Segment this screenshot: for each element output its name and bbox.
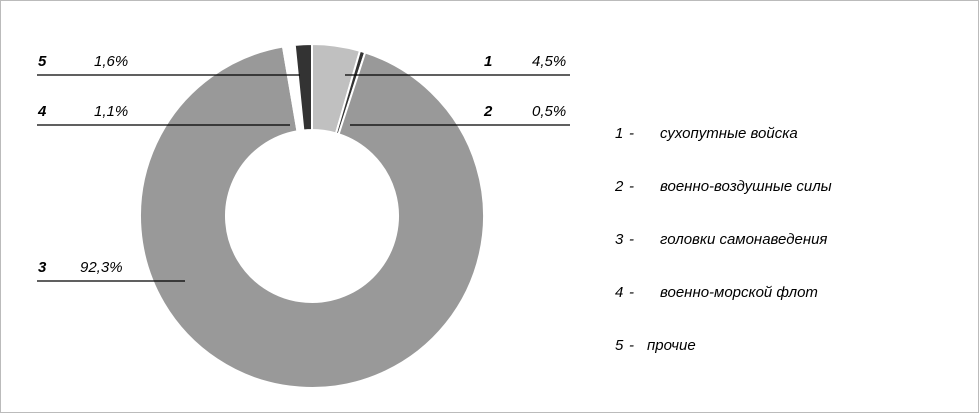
legend-label: головки самонаведения — [660, 231, 827, 248]
legend-id: 2 — [614, 178, 624, 195]
legend-id: 1 — [615, 125, 623, 142]
legend-id: 3 — [615, 231, 624, 248]
legend-separator: - — [629, 337, 634, 354]
legend-separator: - — [629, 231, 634, 248]
legend-label: сухопутные войска — [660, 125, 798, 142]
value-label: 0,5% — [532, 103, 566, 120]
slice-id: 4 — [37, 103, 47, 120]
value-label: 1,1% — [94, 103, 128, 120]
slice-id: 2 — [483, 103, 493, 120]
legend-separator: - — [629, 178, 634, 195]
slice-id: 1 — [484, 53, 492, 70]
legend-label: прочие — [647, 337, 696, 354]
legend-label: военно-морской флот — [660, 284, 818, 301]
value-label: 92,3% — [80, 259, 123, 276]
slice — [293, 42, 313, 132]
value-label: 4,5% — [532, 53, 566, 70]
value-label: 1,6% — [94, 53, 128, 70]
slice-id: 3 — [38, 259, 47, 276]
slice — [139, 45, 485, 389]
legend-id: 5 — [615, 337, 624, 354]
legend-label: военно-воздушные силы — [660, 178, 832, 195]
legend-separator: - — [629, 125, 634, 142]
legend-id: 4 — [615, 284, 623, 301]
legend-separator: - — [629, 284, 634, 301]
slice-id: 5 — [38, 53, 47, 70]
